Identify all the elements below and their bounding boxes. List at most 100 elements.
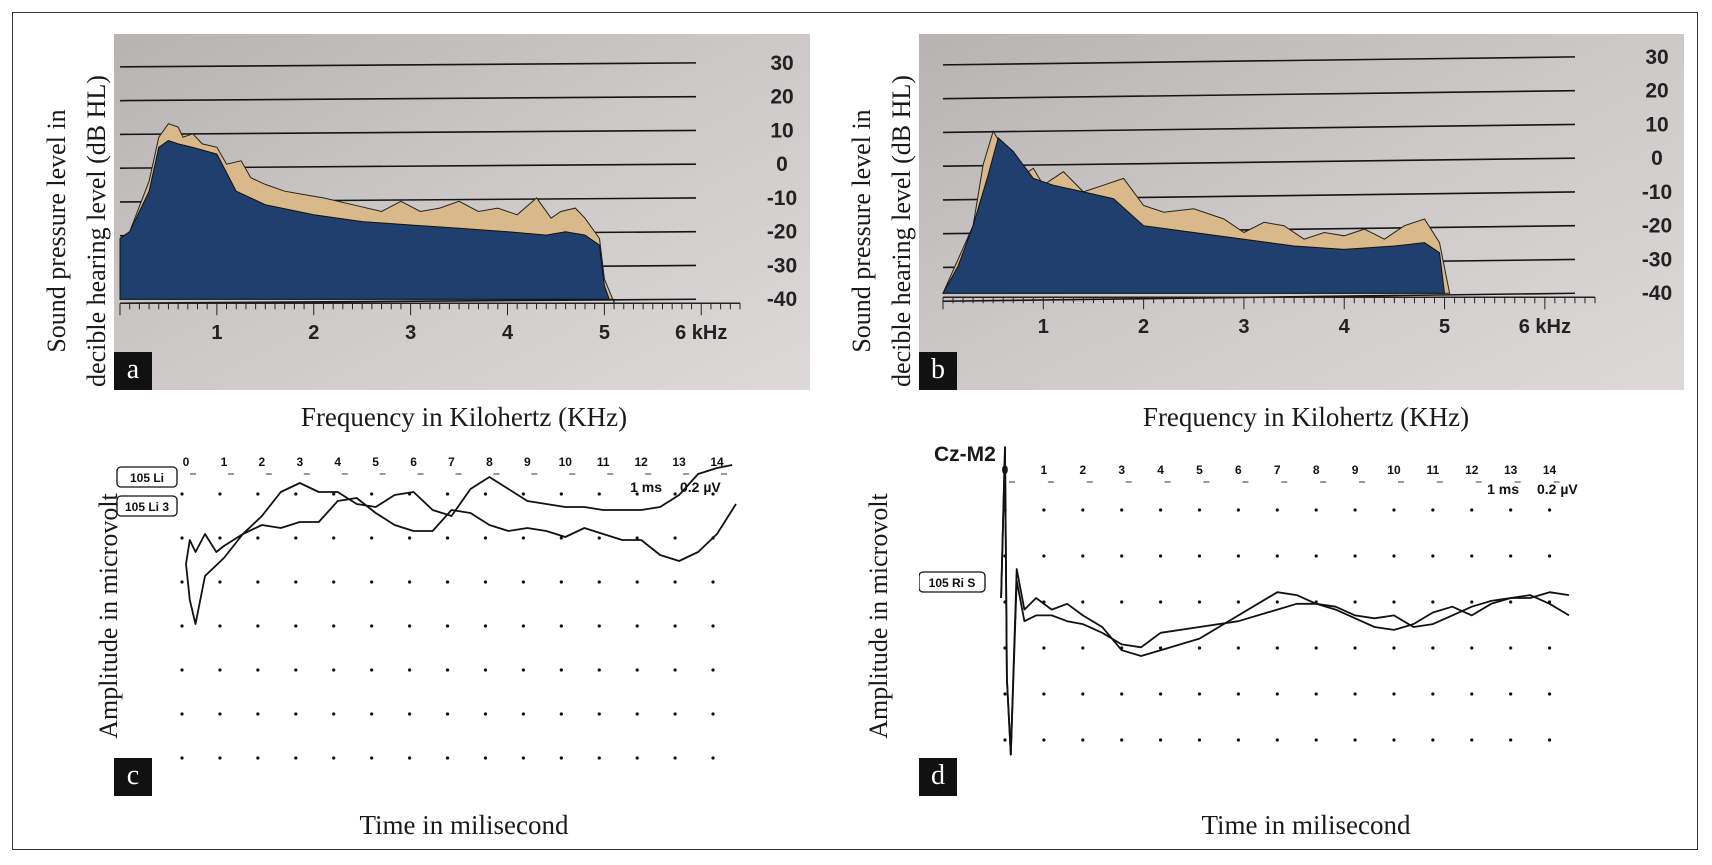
x-tick-label: 8 [486, 455, 493, 469]
grid-dot [1547, 738, 1552, 742]
x-tick-label: 3 [1118, 463, 1125, 477]
spectrum-chart-a: 30 20 10 0 -10 -20 -30 -40 1 2 3 4 5 6 kHz [114, 34, 810, 390]
grid-dot [1353, 600, 1357, 604]
grid-line [942, 56, 1576, 66]
grid-dot [1275, 600, 1279, 604]
grid-dot [1547, 646, 1552, 650]
grid-dot [635, 624, 639, 628]
grid-dot [559, 624, 563, 628]
grid-dot [521, 756, 525, 760]
grid-dot [597, 580, 601, 584]
grid-dot [1003, 692, 1007, 696]
grid-dot [1314, 554, 1318, 558]
spectrum-chart-b: 30 20 10 0 -10 -20 -30 -40 1 2 3 4 5 6 kHz [919, 34, 1684, 390]
grid-dot [1509, 646, 1513, 650]
figure-frame [12, 12, 1698, 850]
trace-label-box [116, 466, 178, 488]
grid-dot [1120, 600, 1124, 604]
y-tick-label: 10 [1645, 113, 1668, 136]
grid-dot [180, 580, 184, 584]
grid-dot [1081, 508, 1085, 512]
grid-dot [1197, 554, 1202, 558]
grid-dot [1431, 600, 1435, 604]
grid-dot [1236, 646, 1240, 650]
grid-dot [1081, 600, 1085, 604]
grid-dot [256, 580, 260, 584]
grid-dot [483, 756, 488, 760]
grid-dot [1197, 692, 1202, 696]
grid-dot [1236, 508, 1240, 512]
grid-dot [1236, 554, 1240, 558]
grid-dot [1509, 692, 1513, 696]
grid-dot [1547, 508, 1552, 512]
grid-dot [445, 492, 450, 496]
grid-dot [483, 668, 488, 672]
x-tick-label: 6 kHz [675, 322, 727, 344]
grid-dot [218, 712, 222, 716]
grid-dot [483, 624, 488, 628]
grid-dot [597, 492, 601, 496]
x-tick-label: 1 [221, 455, 228, 469]
grid-dot [1470, 738, 1474, 742]
grid-dot [559, 756, 563, 760]
grid-dot [1392, 554, 1396, 558]
grid-dot [180, 624, 184, 628]
grid-dot [673, 624, 677, 628]
grid-dot [483, 536, 488, 540]
x-tick-label: 7 [1274, 463, 1281, 477]
grid-dot [1158, 738, 1163, 742]
x-tick-label: 10 [1387, 463, 1401, 477]
panel-label-a: a [114, 352, 152, 390]
grid-dot [1392, 600, 1396, 604]
grid-dot [407, 668, 412, 672]
x-tick-label: 10 [559, 455, 573, 469]
grid-line [942, 123, 1576, 134]
y-tick-label: -30 [1642, 248, 1672, 271]
x-tick-label: 14 [710, 455, 724, 469]
grid-dot [1314, 646, 1318, 650]
x-tick-label: 2 [259, 455, 266, 469]
trace-label: 105 Ri S [929, 576, 976, 590]
grid-dot [483, 492, 488, 496]
grid-dot [332, 668, 336, 672]
y-tick-label: -10 [767, 187, 797, 210]
grid-dot [635, 756, 639, 760]
grid-dot [597, 668, 601, 672]
x-tick-label: 3 [405, 322, 416, 344]
grid-line [942, 89, 1576, 100]
grid-dot [256, 492, 260, 496]
grid-dot [256, 624, 260, 628]
grid-dot [1353, 738, 1357, 742]
grid-dot [332, 624, 336, 628]
grid-dot [256, 536, 260, 540]
grid-dot [370, 536, 374, 540]
grid-dot [521, 492, 525, 496]
grid-dot [1431, 738, 1435, 742]
y-tick-label: 20 [770, 86, 793, 109]
grid-dot [1431, 554, 1435, 558]
grid-dot [294, 492, 298, 496]
x-tick-label: 9 [524, 455, 531, 469]
grid-dot [521, 712, 525, 716]
panel-label-b: b [919, 352, 957, 390]
grid-dot [635, 668, 639, 672]
x-tick-label: 3 [1238, 316, 1249, 338]
x-tick-label: 2 [308, 322, 319, 344]
waveform-trace [1000, 446, 1570, 756]
grid-dot [332, 536, 336, 540]
x-tick-label: 4 [1157, 463, 1164, 477]
grid-dot [218, 492, 222, 496]
x-axis-label-d: Time in milisecond [1201, 810, 1411, 840]
grid-dot [1353, 646, 1357, 650]
grid-dot [1509, 600, 1513, 604]
grid-dot [445, 668, 450, 672]
grid-dot [1392, 692, 1396, 696]
y-tick-label: 0 [776, 153, 788, 176]
grid-dot [483, 712, 488, 716]
grid-dot [1470, 508, 1474, 512]
x-tick-label: 3 [296, 455, 303, 469]
grid-dot [1509, 508, 1513, 512]
grid-dot [1158, 600, 1163, 604]
grid-dot [370, 668, 374, 672]
x-tick-label: 4 [502, 322, 514, 344]
